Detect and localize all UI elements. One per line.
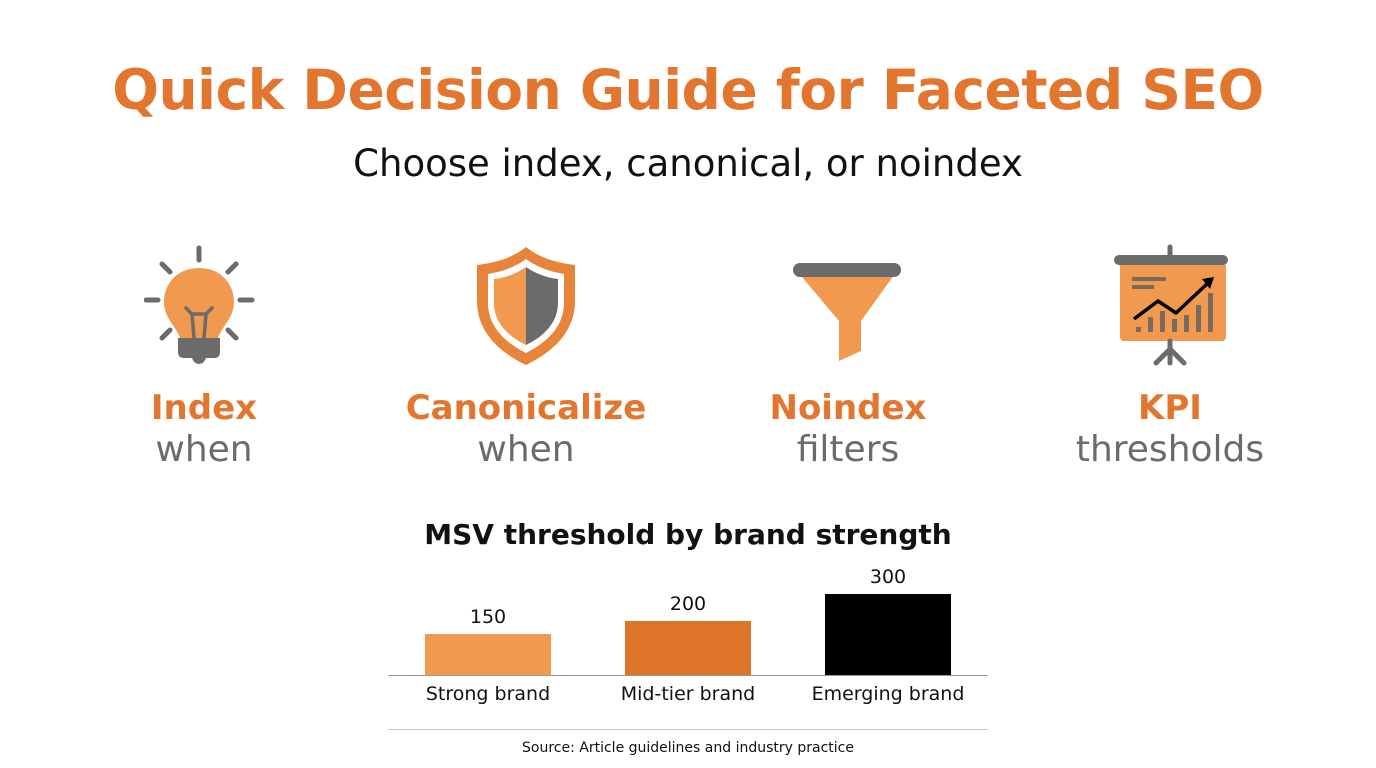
page-subtitle: Choose index, canonical, or noindex — [353, 142, 1023, 185]
card-noindex-title: Noindex — [769, 388, 927, 428]
page-title: Quick Decision Guide for Faceted SEO — [112, 58, 1264, 122]
shield-icon — [376, 240, 676, 370]
card-index-subtitle: when — [155, 429, 253, 470]
bar-emerging — [825, 594, 951, 675]
x-tick-mid-tier: Mid-tier brand — [620, 683, 756, 705]
x-axis-line — [388, 675, 988, 676]
source-divider — [388, 729, 988, 730]
chart-source: Source: Article guidelines and industry … — [522, 740, 854, 756]
card-index: Index when — [54, 240, 354, 472]
card-canonicalize-subtitle: when — [477, 429, 575, 470]
card-kpi-title: KPI — [1138, 388, 1202, 428]
card-canonicalize: Canonicalize when — [376, 240, 676, 472]
x-tick-emerging: Emerging brand — [811, 683, 965, 705]
lightbulb-icon — [54, 240, 354, 370]
card-kpi: KPI thresholds — [1020, 240, 1320, 472]
bar-strong — [425, 634, 551, 675]
chart-title: MSV threshold by brand strength — [424, 518, 952, 551]
bar-mid-tier — [625, 621, 751, 675]
card-noindex-subtitle: filters — [796, 429, 900, 470]
bar-value-strong: 150 — [469, 606, 507, 628]
card-kpi-subtitle: thresholds — [1075, 429, 1265, 470]
card-index-title: Index — [150, 388, 258, 428]
card-canonicalize-title: Canonicalize — [405, 388, 647, 428]
bar-value-mid-tier: 200 — [669, 593, 707, 615]
presentation-chart-icon — [1020, 240, 1320, 370]
card-noindex: Noindex filters — [698, 240, 998, 472]
bar-value-emerging: 300 — [869, 566, 907, 588]
x-tick-strong: Strong brand — [425, 683, 551, 705]
funnel-icon — [698, 240, 998, 370]
